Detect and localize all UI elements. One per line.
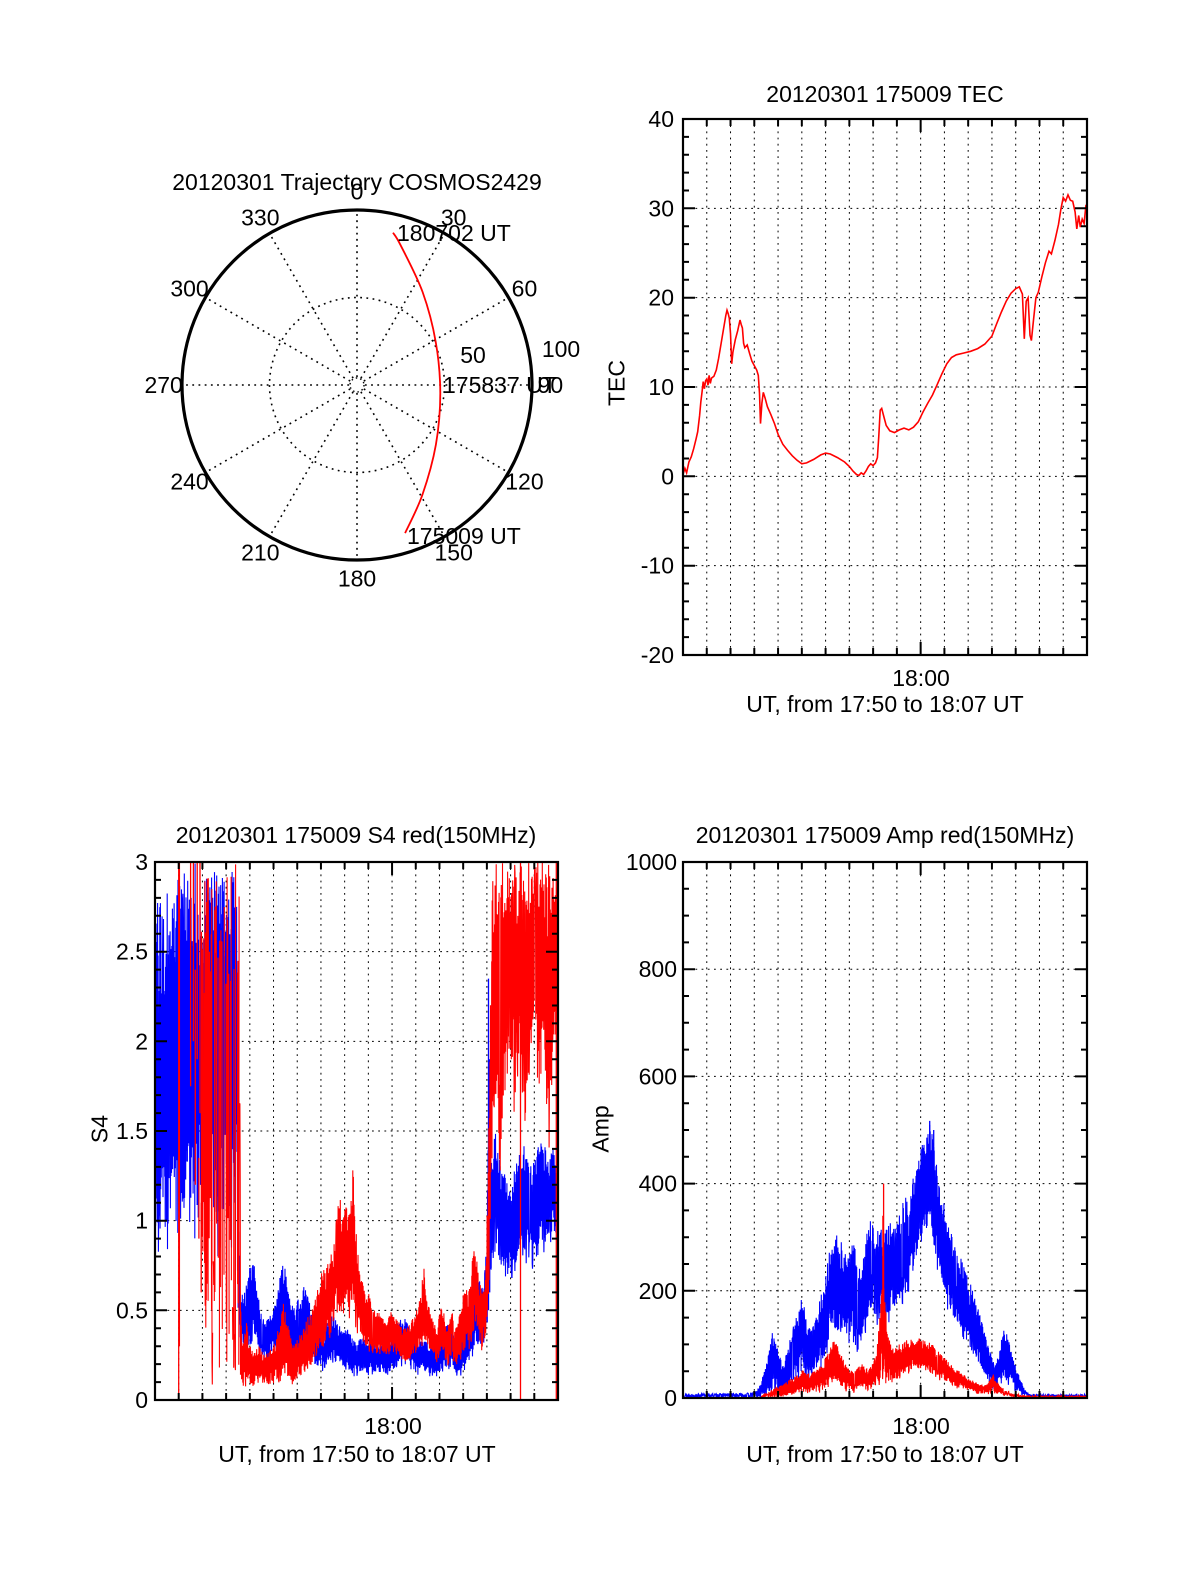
amp-ytick-label: 800 xyxy=(639,956,677,982)
satellite-track-line xyxy=(392,232,442,534)
s4-ytick-label: 1.5 xyxy=(116,1118,148,1144)
polar-azimuth-label: 120 xyxy=(505,469,543,495)
tec-axis-ticks xyxy=(683,118,1087,656)
polar-azimuth-label: 240 xyxy=(170,469,208,495)
tec-ytick-label: 0 xyxy=(661,463,674,489)
polar-inner-circle xyxy=(268,296,446,474)
trajectory-time-annotation: 175009 UT xyxy=(407,523,521,549)
polar-outer-circle xyxy=(180,208,534,562)
amp-title: 20120301 175009 Amp red(150MHz) xyxy=(695,822,1075,848)
tec-ytick-label: 20 xyxy=(648,285,674,311)
amp-ytick-label: 200 xyxy=(639,1278,677,1304)
trajectory-time-annotation: 175837 UT xyxy=(443,372,557,398)
polar-azimuth-label: 60 xyxy=(512,275,538,301)
tec-title: 20120301 175009 TEC xyxy=(766,81,1004,107)
tec-y-axis-label: TEC xyxy=(603,360,630,406)
tec-series-line xyxy=(683,192,1087,477)
polar-azimuth-label: 270 xyxy=(144,372,182,398)
amp-xtick-label: 18:00 xyxy=(892,1413,950,1439)
amp-ytick-label: 0 xyxy=(664,1385,677,1411)
polar-azimuth-label: 0 xyxy=(351,179,364,205)
polar-azimuth-label: 300 xyxy=(170,275,208,301)
amp-ytick-label: 400 xyxy=(639,1171,677,1197)
polar-radial-label: 100 xyxy=(542,336,580,362)
s4-y-axis-label: S4 xyxy=(86,1114,113,1144)
polar-azimuth-label: 210 xyxy=(241,539,279,565)
amp-x-axis-label: UT, from 17:50 to 18:07 UT xyxy=(746,1441,1024,1467)
s4-xtick-label: 18:00 xyxy=(364,1413,422,1439)
tec-panel: 40 30 20 10 0 -10 -20 xyxy=(641,106,1089,668)
trajectory-time-annotation: 180702 UT xyxy=(397,220,511,246)
amp-spike-lines xyxy=(882,1183,885,1372)
amp-y-axis-label: Amp xyxy=(587,1105,614,1153)
amp-ytick-label: 600 xyxy=(639,1063,677,1089)
s4-ytick-label: 0.5 xyxy=(116,1297,148,1323)
amp-spike-lines xyxy=(929,1120,935,1238)
polar-center-circle xyxy=(349,377,365,393)
amp-noise-series xyxy=(760,1253,1087,1398)
s4-title: 20120301 175009 S4 red(150MHz) xyxy=(175,822,537,848)
s4-ytick-label: 3 xyxy=(135,849,148,875)
s4-axis-ticks xyxy=(155,861,558,1401)
s4-ytick-label: 2 xyxy=(135,1028,148,1054)
s4-panel: 3 2.5 2 1.5 1 0.5 0 xyxy=(116,849,560,1413)
polar-azimuth-label: 180 xyxy=(338,565,376,591)
polar-azimuth-label: 330 xyxy=(241,205,279,231)
s4-x-axis-label: UT, from 17:50 to 18:07 UT xyxy=(218,1441,496,1467)
tec-ytick-label: -20 xyxy=(641,642,674,668)
tec-xtick-label: 18:00 xyxy=(892,665,950,691)
s4-noise-series xyxy=(200,862,558,1387)
tec-axis-box xyxy=(681,117,1089,657)
amp-panel: 1000 800 600 400 200 0 xyxy=(626,849,1089,1411)
tec-ytick-label: 30 xyxy=(648,195,674,221)
amp-axis-ticks xyxy=(683,861,1087,1399)
s4-ytick-label: 1 xyxy=(135,1208,148,1234)
polar-azimuth-label: 30 xyxy=(441,205,467,231)
polar-azimuth-label: 90 xyxy=(538,372,564,398)
amp-ytick-label: 1000 xyxy=(626,849,677,875)
tec-x-axis-label: UT, from 17:50 to 18:07 UT xyxy=(746,691,1024,717)
tec-ytick-label: -10 xyxy=(641,553,674,579)
trajectory-panel: 0 30 60 90 120 150 180 210 240 270 300 330 50 100 1807… xyxy=(144,179,580,592)
tec-ytick-label: 40 xyxy=(648,106,674,132)
trajectory-title: 20120301 Trajectory COSMOS2429 xyxy=(172,169,542,195)
s4-spike-lines xyxy=(178,862,557,1400)
polar-azimuth-label: 150 xyxy=(435,539,473,565)
s4-ytick-label: 0 xyxy=(135,1387,148,1413)
s4-ytick-label: 2.5 xyxy=(116,939,148,965)
polar-radial-label: 50 xyxy=(460,342,486,368)
tec-ytick-label: 10 xyxy=(648,374,674,400)
